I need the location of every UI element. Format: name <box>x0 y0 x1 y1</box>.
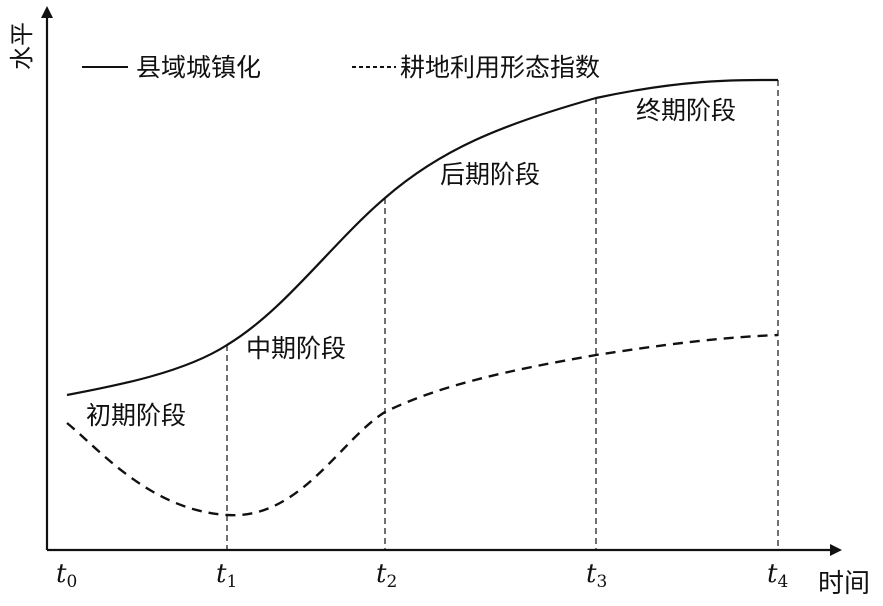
x-tick-labels: t0 t1 t2 t3 t4 <box>56 559 788 592</box>
tick-label-t3: t3 <box>586 559 607 592</box>
legend-dashed-label: 耕地利用形态指数 <box>400 53 600 82</box>
legend-solid-label: 县域城镇化 <box>136 53 261 82</box>
y-axis-label: 水平 <box>8 22 36 70</box>
farmland-index-curve <box>66 333 779 517</box>
tick-label-t4: t4 <box>767 559 788 592</box>
x-axis-label: 时间 <box>818 569 870 599</box>
tick-label-t0: t0 <box>56 559 77 592</box>
stage-label-final: 终期阶段 <box>636 96 736 125</box>
urbanization-curve <box>66 78 779 397</box>
tick-label-t1: t1 <box>216 559 237 592</box>
legend: 县域城镇化 耕地利用形态指数 <box>82 53 600 82</box>
stage-label-middle: 中期阶段 <box>246 334 346 363</box>
stage-label-initial: 初期阶段 <box>86 401 186 430</box>
stage-label-late: 后期阶段 <box>440 160 540 189</box>
tick-label-t2: t2 <box>376 559 397 592</box>
